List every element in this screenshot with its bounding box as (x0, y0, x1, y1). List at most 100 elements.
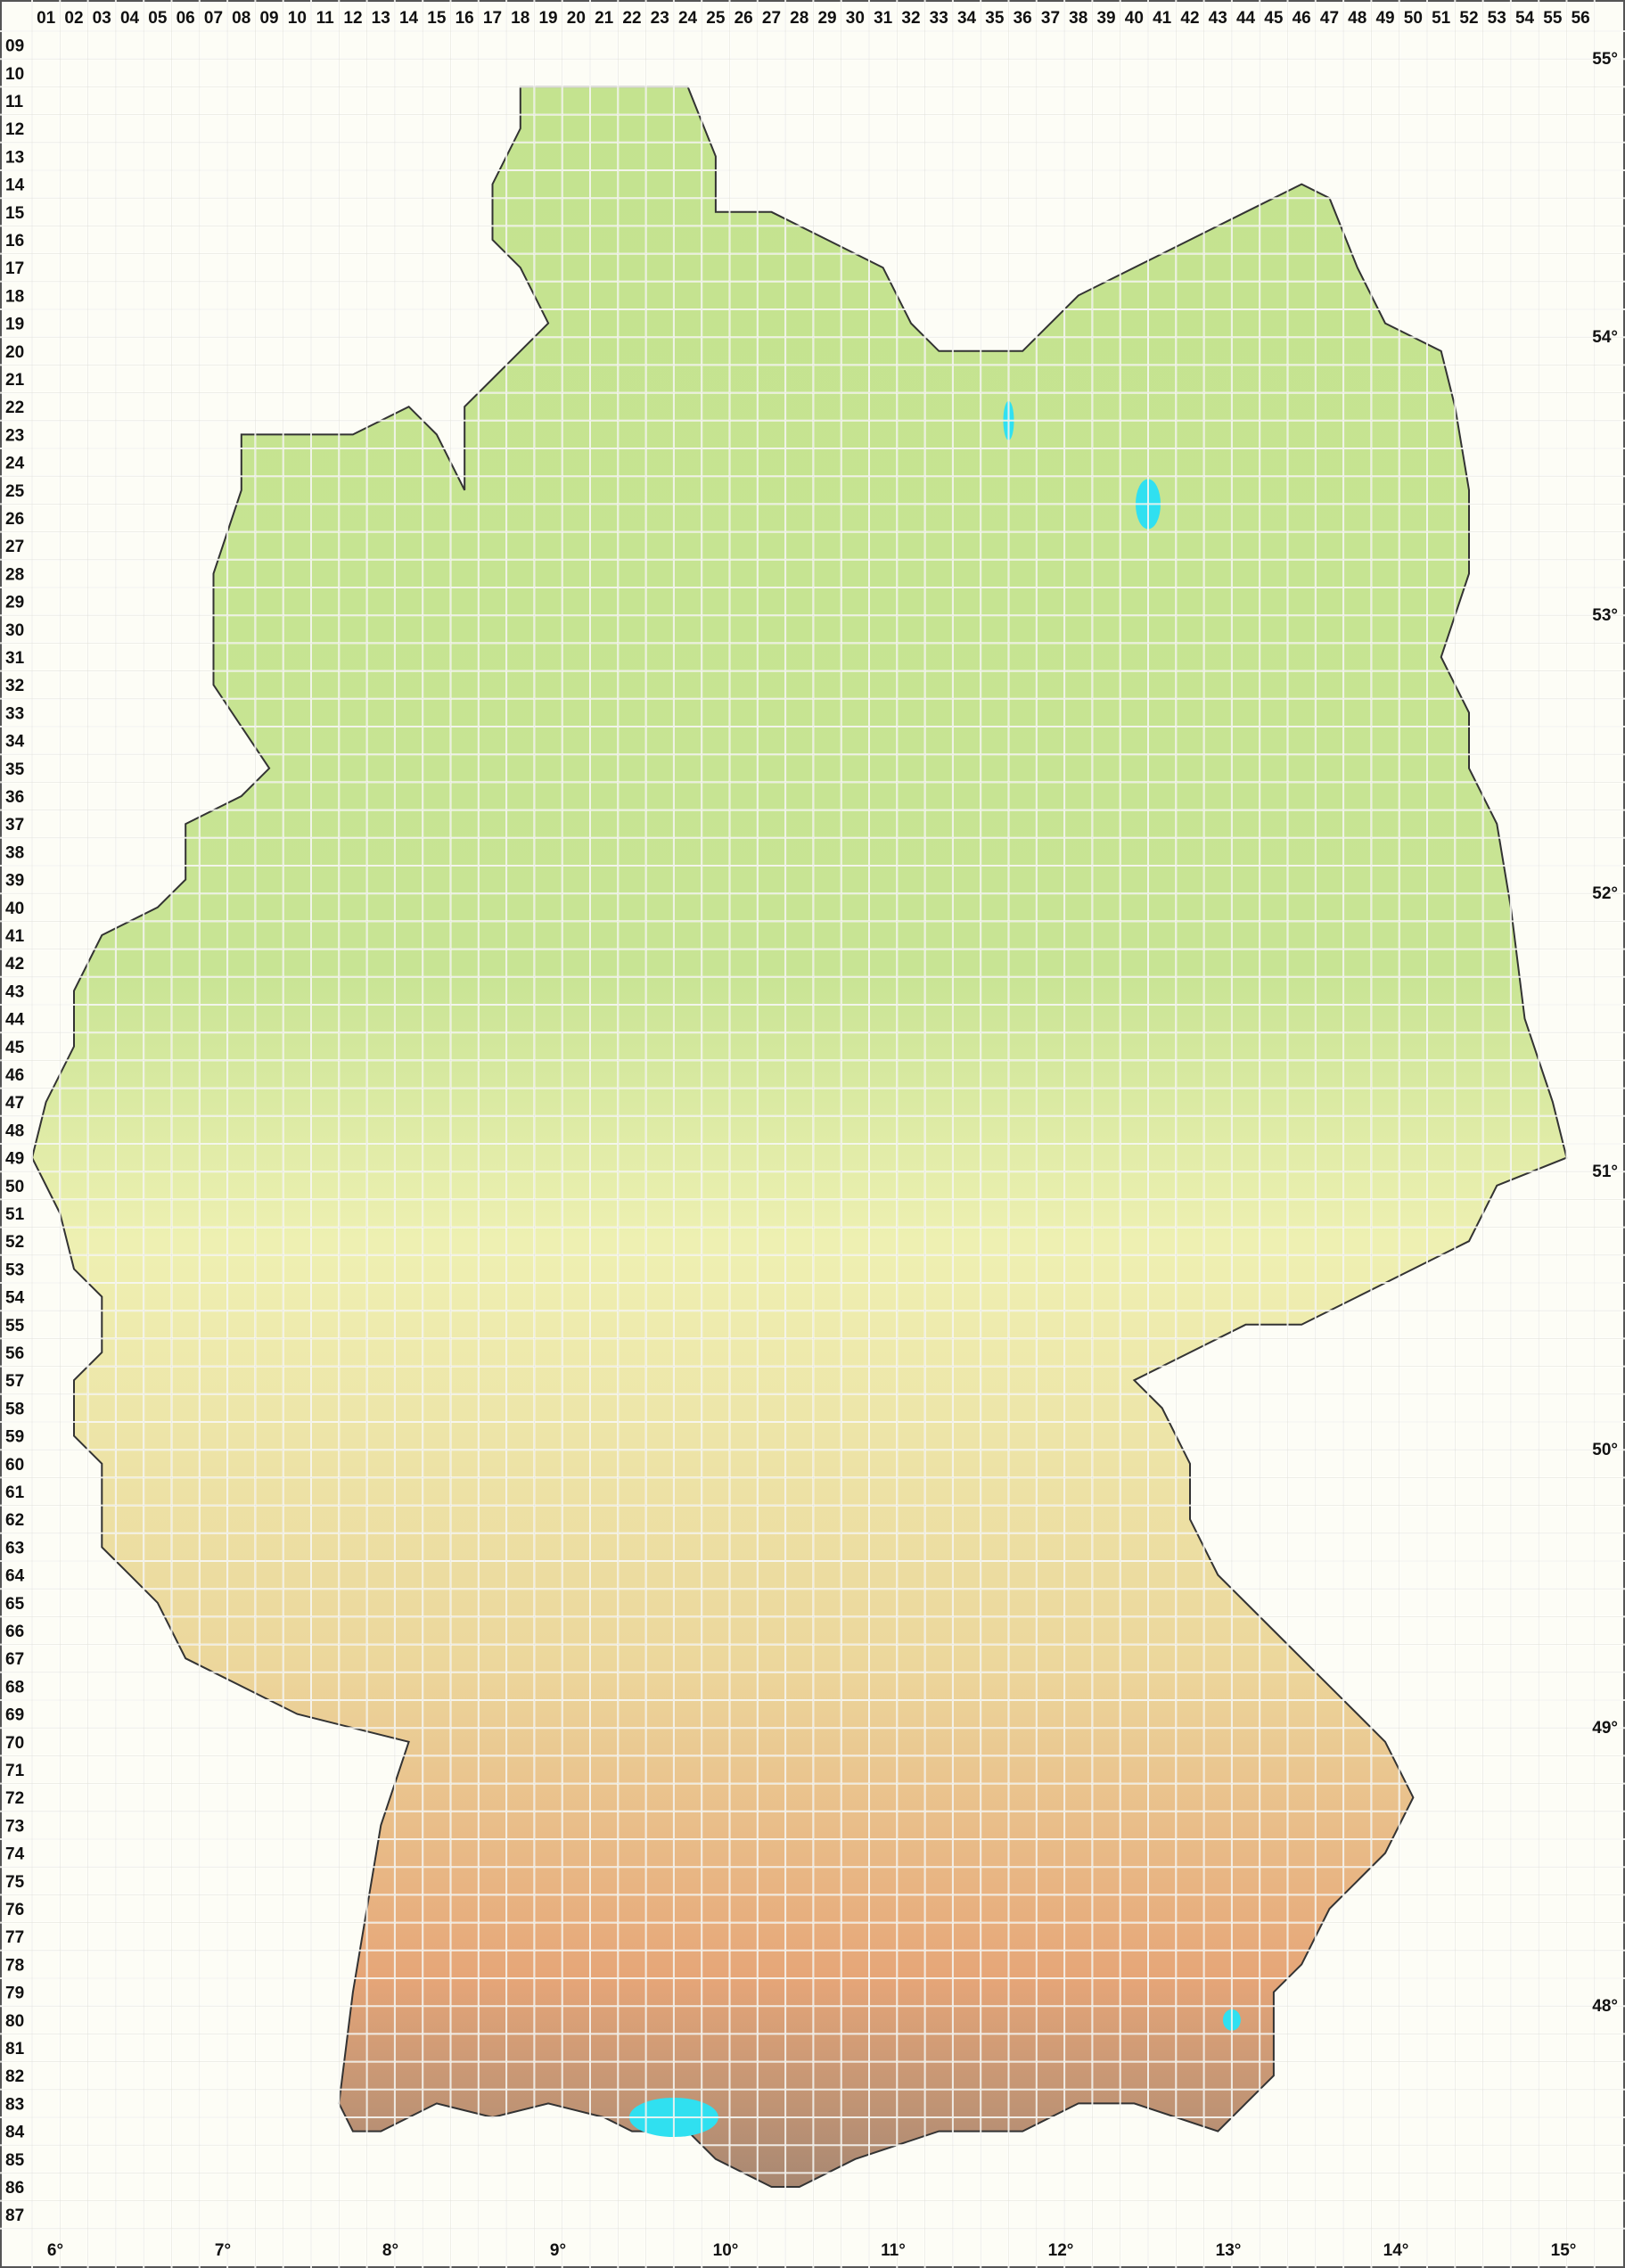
column-label: 15 (427, 9, 447, 28)
column-label: 20 (567, 9, 586, 28)
column-label: 02 (64, 9, 83, 28)
column-label: 45 (1264, 9, 1284, 28)
row-label: 76 (5, 1901, 24, 1919)
row-label: 34 (5, 733, 25, 752)
column-label: 21 (595, 9, 614, 28)
longitude-labels: 6° 7° 8° 9° 10° 11° 12° 13° 14° 15° (47, 2241, 1576, 2260)
row-label: 67 (5, 1650, 24, 1669)
column-label: 08 (232, 9, 250, 28)
row-label: 70 (5, 1734, 24, 1753)
row-label: 47 (5, 1094, 24, 1113)
row-label: 17 (5, 259, 24, 278)
column-label: 27 (762, 9, 781, 28)
column-label: 12 (343, 9, 362, 28)
column-label: 09 (259, 9, 278, 28)
row-label: 52 (5, 1233, 24, 1252)
column-label: 33 (930, 9, 948, 28)
row-label: 79 (5, 1984, 24, 2003)
column-label: 42 (1180, 9, 1199, 28)
column-label: 52 (1459, 9, 1478, 28)
row-labels: 09 10 11 12 13 14 15 16 17 18 19 20 21 22 23 24 25 26 27 28… (5, 37, 25, 2226)
row-label: 24 (5, 455, 25, 473)
latitude-labels: 55° 54° 53° 52° 51° 50° 49° 48° (1592, 50, 1618, 2016)
row-label: 63 (5, 1539, 24, 1557)
row-label: 42 (5, 955, 24, 974)
row-label: 32 (5, 677, 24, 695)
column-label: 44 (1236, 9, 1256, 28)
row-label: 28 (5, 565, 24, 584)
column-label: 31 (874, 9, 893, 28)
latitude-label: 55° (1592, 50, 1618, 69)
row-label: 29 (5, 594, 24, 612)
longitude-label: 6° (47, 2241, 63, 2260)
column-label: 48 (1348, 9, 1366, 28)
row-label: 85 (5, 2151, 25, 2170)
column-label: 11 (316, 9, 335, 28)
row-label: 75 (5, 1873, 25, 1892)
row-label: 77 (5, 1928, 24, 1947)
column-label: 07 (204, 9, 223, 28)
row-label: 55 (5, 1317, 25, 1335)
latitude-label: 51° (1592, 1163, 1618, 1181)
row-label: 62 (5, 1511, 24, 1530)
row-label: 39 (5, 872, 24, 891)
column-labels: 01 02 03 04 05 06 07 08 09 10 11 12 13 14 15 16 17 18 19 20… (37, 9, 1590, 28)
column-label: 37 (1041, 9, 1060, 28)
row-label: 49 (5, 1150, 24, 1169)
latitude-label: 48° (1592, 1997, 1618, 2016)
row-label: 84 (5, 2124, 25, 2142)
longitude-label: 13° (1216, 2241, 1242, 2260)
column-label: 03 (93, 9, 111, 28)
column-label: 26 (735, 9, 753, 28)
row-label: 57 (5, 1372, 24, 1391)
latitude-label: 52° (1592, 884, 1618, 903)
row-label: 38 (5, 843, 24, 862)
row-label: 12 (5, 120, 24, 139)
column-label: 49 (1375, 9, 1394, 28)
column-label: 22 (622, 9, 641, 28)
row-label: 72 (5, 1789, 24, 1808)
longitude-label: 10° (713, 2241, 739, 2260)
column-label: 38 (1069, 9, 1087, 28)
column-label: 32 (901, 9, 920, 28)
row-label: 30 (5, 621, 24, 640)
row-label: 22 (5, 399, 24, 417)
row-label: 40 (5, 900, 24, 918)
row-label: 50 (5, 1178, 24, 1196)
column-label: 05 (148, 9, 168, 28)
row-label: 86 (5, 2179, 24, 2198)
row-label: 74 (5, 1845, 25, 1864)
longitude-label: 14° (1383, 2241, 1409, 2260)
row-label: 36 (5, 788, 24, 807)
row-label: 46 (5, 1066, 24, 1085)
column-label: 18 (511, 9, 529, 28)
column-label: 36 (1014, 9, 1032, 28)
row-label: 68 (5, 1678, 24, 1697)
column-label: 29 (817, 9, 836, 28)
row-label: 21 (5, 371, 25, 390)
row-label: 23 (5, 426, 24, 445)
row-label: 73 (5, 1817, 24, 1836)
row-label: 59 (5, 1428, 24, 1447)
row-label: 54 (5, 1289, 25, 1308)
column-label: 01 (37, 9, 56, 28)
latitude-label: 53° (1592, 606, 1618, 625)
latitude-label: 54° (1592, 328, 1618, 347)
longitude-label: 7° (215, 2241, 231, 2260)
row-label: 09 (5, 37, 24, 56)
row-label: 66 (5, 1623, 24, 1641)
column-label: 41 (1153, 9, 1172, 28)
column-label: 30 (846, 9, 865, 28)
column-label: 35 (985, 9, 1005, 28)
row-label: 61 (5, 1483, 25, 1502)
row-label: 56 (5, 1344, 24, 1363)
row-label: 64 (5, 1567, 25, 1586)
latitude-label: 50° (1592, 1441, 1618, 1459)
row-label: 18 (5, 287, 24, 306)
row-label: 87 (5, 2206, 24, 2225)
column-label: 56 (1572, 9, 1590, 28)
column-label: 23 (651, 9, 669, 28)
row-label: 31 (5, 649, 25, 668)
longitude-label: 11° (881, 2241, 906, 2260)
